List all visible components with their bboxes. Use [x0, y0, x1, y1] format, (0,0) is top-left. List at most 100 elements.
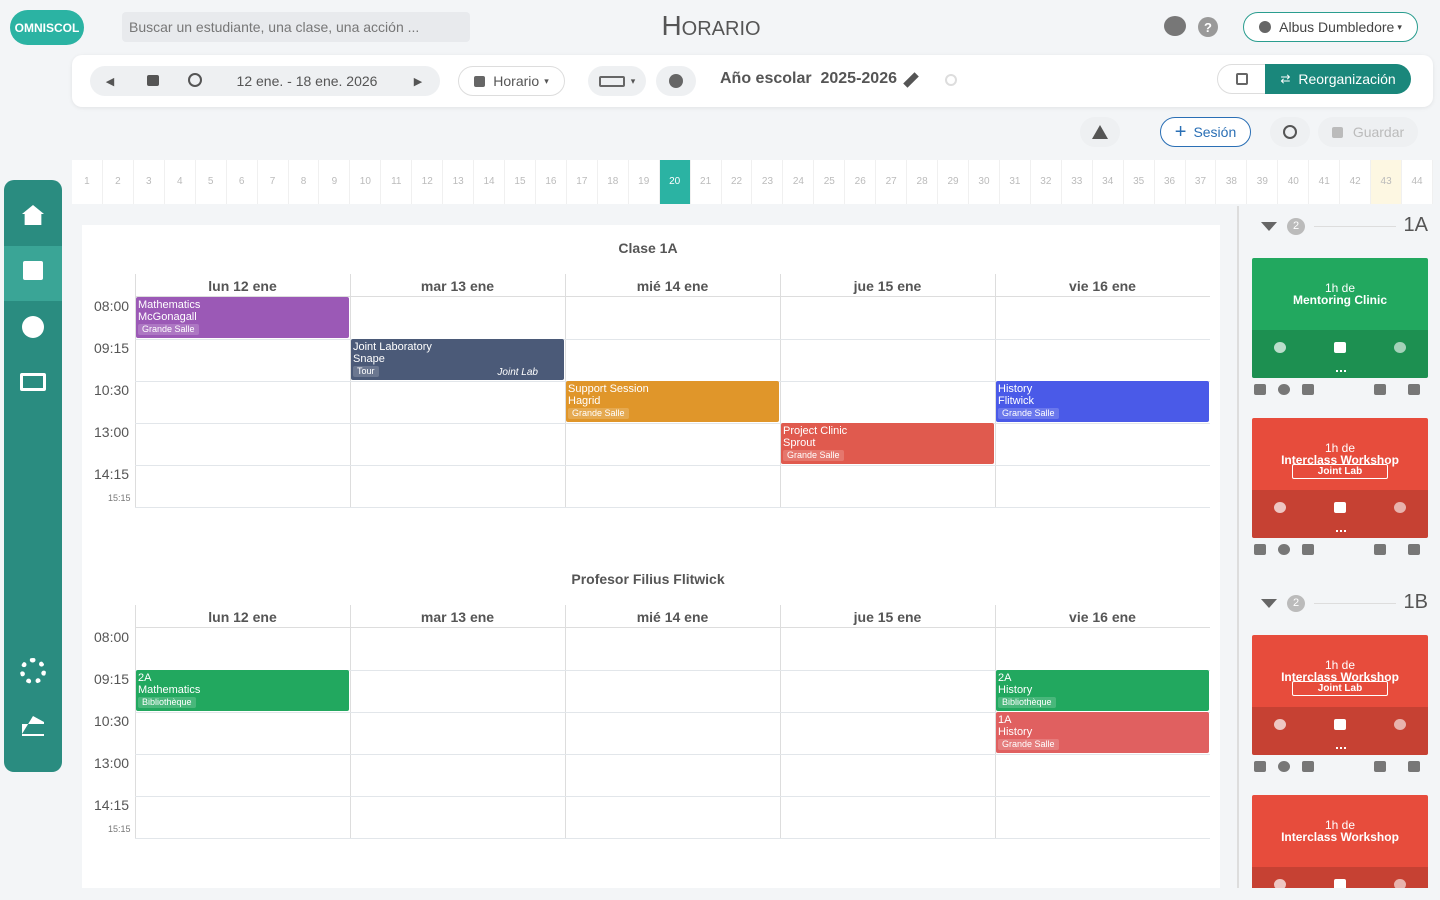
week[interactable]: 19	[629, 160, 660, 204]
search[interactable]: Buscar un estudiante, una clase, una acc…	[122, 12, 470, 42]
week[interactable]: 26	[845, 160, 877, 204]
copy-icon[interactable]	[1374, 384, 1386, 395]
week[interactable]: 7	[258, 160, 289, 204]
week[interactable]: 15	[505, 160, 536, 204]
pending-card[interactable]: 1h de Interclass Workshop Joint Lab	[1252, 418, 1428, 538]
nav-settings[interactable]	[20, 658, 46, 684]
week[interactable]: 35	[1124, 160, 1155, 204]
history[interactable]	[1270, 117, 1310, 147]
pending-card[interactable]: 1h de Mentoring Clinic	[1252, 258, 1428, 378]
week[interactable]: 13	[443, 160, 475, 204]
event[interactable]: Project Clinic Sprout Grande Salle	[781, 423, 994, 464]
event[interactable]: Support Session Hagrid Grande Salle	[566, 381, 779, 422]
week[interactable]: 8	[289, 160, 320, 204]
week[interactable]: 11	[381, 160, 413, 204]
week[interactable]: 1	[72, 160, 103, 204]
calendar-icon[interactable]	[147, 75, 159, 86]
reorganize-button[interactable]: ⇄ Reorganización	[1265, 64, 1411, 94]
week[interactable]: 32	[1031, 160, 1062, 204]
event[interactable]: 2A History Bibliothèque	[996, 670, 1209, 711]
pin-icon[interactable]	[1254, 761, 1266, 772]
comment-icon[interactable]	[1278, 384, 1290, 395]
week[interactable]: 25	[814, 160, 846, 204]
week[interactable]: 16	[536, 160, 567, 204]
user-menu[interactable]: Albus Dumbledore ▾	[1243, 12, 1418, 42]
nav-screen[interactable]	[20, 373, 46, 391]
week[interactable]: 41	[1309, 160, 1341, 204]
week[interactable]: 12	[412, 160, 444, 204]
save-button[interactable]: Guardar	[1318, 117, 1418, 147]
week[interactable]: 2	[103, 160, 134, 204]
week-current[interactable]: 20	[659, 160, 691, 204]
week[interactable]: 5	[196, 160, 227, 204]
grid-view[interactable]	[1217, 64, 1267, 94]
settings-icon[interactable]	[1164, 16, 1186, 36]
week[interactable]: 36	[1155, 160, 1186, 204]
week[interactable]: 40	[1278, 160, 1310, 204]
week[interactable]: 21	[691, 160, 722, 204]
delete-icon[interactable]	[1408, 384, 1420, 395]
week[interactable]: 43	[1371, 160, 1403, 204]
event-room: Tour	[353, 366, 379, 377]
copy-icon[interactable]	[1374, 761, 1386, 772]
share-icon[interactable]	[945, 74, 957, 86]
event-room: Grande Salle	[568, 408, 629, 419]
pending-card[interactable]: 1h de Interclass Workshop Joint Lab	[1252, 635, 1428, 755]
add-session[interactable]: + Sesión	[1160, 117, 1251, 147]
week[interactable]: 14	[474, 160, 506, 204]
event-line: Project Clinic	[783, 425, 848, 437]
event[interactable]: History Flitwick Grande Salle	[996, 381, 1209, 422]
week[interactable]: 17	[567, 160, 598, 204]
week[interactable]: 30	[969, 160, 1000, 204]
week[interactable]: 9	[319, 160, 351, 204]
week[interactable]: 3	[134, 160, 165, 204]
week[interactable]: 27	[876, 160, 908, 204]
nav-home[interactable]	[22, 205, 44, 225]
clear-filter[interactable]	[656, 66, 696, 96]
week[interactable]: 31	[1000, 160, 1031, 204]
delete-icon[interactable]	[1408, 761, 1420, 772]
view-select[interactable]: Horario ▾	[458, 66, 565, 96]
week[interactable]: 37	[1186, 160, 1217, 204]
comment-icon[interactable]	[1278, 544, 1290, 555]
week[interactable]: 4	[165, 160, 196, 204]
help-icon[interactable]: ?	[1198, 17, 1218, 37]
week[interactable]: 10	[350, 160, 382, 204]
flag-icon[interactable]	[1302, 544, 1314, 555]
week[interactable]: 38	[1216, 160, 1248, 204]
week[interactable]: 44	[1402, 160, 1433, 204]
week[interactable]: 22	[722, 160, 753, 204]
week[interactable]: 39	[1247, 160, 1279, 204]
week[interactable]: 33	[1062, 160, 1093, 204]
nav-dashboard[interactable]	[22, 316, 44, 338]
copy-icon[interactable]	[1374, 544, 1386, 555]
event[interactable]: Mathematics McGonagall Grande Salle	[136, 297, 349, 338]
logo[interactable]: OMNISCOL	[10, 10, 84, 45]
pin-icon[interactable]	[1254, 544, 1266, 555]
next-week[interactable]: ▶	[413, 75, 423, 88]
week[interactable]: 23	[753, 160, 784, 204]
pin-icon[interactable]	[1254, 384, 1266, 395]
week[interactable]: 6	[227, 160, 258, 204]
collapse-caret[interactable]	[1261, 222, 1277, 231]
event[interactable]: 1A History Grande Salle	[996, 712, 1209, 753]
week[interactable]: 24	[783, 160, 815, 204]
prev-week[interactable]: ◀	[105, 75, 115, 88]
event[interactable]: Joint Laboratory Snape Tour Joint Lab	[351, 339, 564, 380]
clock-icon[interactable]	[188, 73, 202, 87]
week[interactable]: 18	[598, 160, 629, 204]
delete-icon[interactable]	[1408, 544, 1420, 555]
comment-icon[interactable]	[1278, 761, 1290, 772]
week[interactable]: 34	[1093, 160, 1124, 204]
collapse-caret[interactable]	[1261, 599, 1277, 608]
period-select[interactable]: ▾	[588, 66, 646, 96]
warnings[interactable]	[1080, 117, 1120, 147]
week[interactable]: 29	[938, 160, 969, 204]
nav-calendar[interactable]	[23, 261, 43, 280]
week[interactable]: 42	[1340, 160, 1372, 204]
event[interactable]: 2A Mathematics Bibliothèque	[136, 670, 349, 711]
flag-icon[interactable]	[1302, 384, 1314, 395]
week[interactable]: 28	[907, 160, 939, 204]
flag-icon[interactable]	[1302, 761, 1314, 772]
pending-card[interactable]: 1h de Interclass Workshop	[1252, 795, 1428, 888]
